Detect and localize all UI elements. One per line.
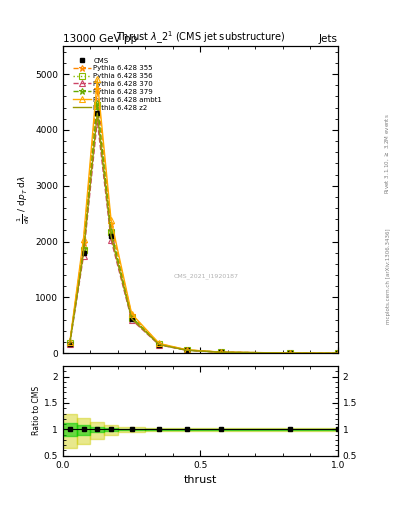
Text: 13000 GeV pp: 13000 GeV pp	[63, 33, 137, 44]
CMS	[81, 250, 86, 256]
Bar	[145, 429, 338, 430]
Pythia 6.428 355	[219, 349, 223, 355]
Pythia 6.428 370	[288, 350, 292, 356]
Pythia 6.428 355	[288, 350, 292, 356]
Title: Thrust $\lambda\_2^1$ (CMS jet substructure): Thrust $\lambda\_2^1$ (CMS jet substruct…	[116, 30, 285, 46]
Pythia 6.428 356	[219, 349, 223, 355]
Pythia 6.428 z2	[288, 350, 292, 356]
Bar	[90, 427, 104, 432]
Pythia 6.428 ambt1	[219, 349, 223, 355]
Pythia 6.428 370	[184, 347, 189, 353]
Pythia 6.428 z2	[108, 233, 114, 239]
Pythia 6.428 379	[184, 347, 189, 353]
CMS	[129, 315, 134, 322]
Text: Rivet 3.1.10, $\geq$ 3.2M events: Rivet 3.1.10, $\geq$ 3.2M events	[384, 113, 391, 194]
CMS	[288, 350, 292, 356]
Legend: CMS, Pythia 6.428 355, Pythia 6.428 356, Pythia 6.428 370, Pythia 6.428 379, Pyt: CMS, Pythia 6.428 355, Pythia 6.428 356,…	[72, 56, 163, 112]
Pythia 6.428 356	[336, 350, 340, 356]
Pythia 6.428 ambt1	[336, 350, 340, 356]
Pythia 6.428 356	[288, 350, 292, 356]
Pythia 6.428 ambt1	[68, 339, 72, 346]
Pythia 6.428 370	[108, 237, 114, 243]
Pythia 6.428 355	[157, 340, 162, 347]
Pythia 6.428 355	[336, 350, 340, 356]
Bar	[77, 425, 90, 435]
Y-axis label: Ratio to CMS: Ratio to CMS	[32, 387, 41, 435]
Pythia 6.428 z2	[184, 347, 189, 353]
Pythia 6.428 356	[108, 229, 114, 236]
Pythia 6.428 356	[157, 342, 162, 348]
Bar	[63, 414, 77, 448]
Pythia 6.428 ambt1	[129, 311, 134, 317]
Pythia 6.428 z2	[219, 349, 223, 355]
Pythia 6.428 379	[68, 340, 72, 347]
Bar	[90, 422, 104, 439]
Pythia 6.428 z2	[129, 315, 134, 322]
Bar	[145, 428, 338, 431]
Pythia 6.428 355	[108, 221, 114, 227]
Pythia 6.428 379	[219, 349, 223, 355]
Line: Pythia 6.428 355: Pythia 6.428 355	[66, 86, 342, 357]
Pythia 6.428 379	[336, 350, 340, 356]
Text: mcplots.cern.ch [arXiv:1306.3436]: mcplots.cern.ch [arXiv:1306.3436]	[386, 229, 391, 324]
Pythia 6.428 370	[95, 117, 100, 123]
CMS	[219, 349, 223, 355]
Pythia 6.428 355	[129, 312, 134, 318]
Pythia 6.428 356	[81, 247, 86, 253]
Pythia 6.428 ambt1	[288, 350, 292, 356]
Pythia 6.428 379	[288, 350, 292, 356]
CMS	[336, 350, 340, 356]
Pythia 6.428 z2	[95, 110, 100, 116]
Pythia 6.428 356	[184, 347, 189, 353]
X-axis label: thrust: thrust	[184, 475, 217, 485]
Pythia 6.428 ambt1	[157, 340, 162, 347]
Pythia 6.428 356	[129, 314, 134, 321]
Pythia 6.428 355	[81, 240, 86, 246]
Pythia 6.428 379	[157, 341, 162, 347]
Bar	[104, 428, 118, 431]
Pythia 6.428 355	[184, 347, 189, 353]
Pythia 6.428 z2	[336, 350, 340, 356]
Pythia 6.428 ambt1	[95, 76, 100, 82]
Bar	[118, 429, 145, 431]
Pythia 6.428 ambt1	[108, 217, 114, 223]
Line: Pythia 6.428 z2: Pythia 6.428 z2	[70, 113, 338, 353]
Text: Jets: Jets	[319, 33, 338, 44]
Pythia 6.428 370	[68, 341, 72, 347]
CMS	[68, 340, 72, 347]
Bar	[118, 426, 145, 433]
Line: Pythia 6.428 370: Pythia 6.428 370	[67, 118, 341, 356]
Line: Pythia 6.428 ambt1: Pythia 6.428 ambt1	[67, 77, 341, 356]
Pythia 6.428 379	[108, 228, 114, 234]
Text: CMS_2021_I1920187: CMS_2021_I1920187	[173, 273, 239, 280]
Bar	[63, 423, 77, 436]
Pythia 6.428 ambt1	[81, 236, 86, 242]
Y-axis label: $\frac{1}{\mathrm{d}N}$ / $\mathrm{d}p_T$ $\mathrm{d}\lambda$: $\frac{1}{\mathrm{d}N}$ / $\mathrm{d}p_T…	[16, 175, 32, 224]
Pythia 6.428 379	[81, 246, 86, 252]
Bar	[104, 425, 118, 435]
CMS	[95, 110, 100, 116]
CMS	[157, 342, 162, 348]
Pythia 6.428 355	[68, 340, 72, 346]
Line: Pythia 6.428 356: Pythia 6.428 356	[67, 103, 341, 356]
Pythia 6.428 355	[95, 86, 100, 92]
Line: CMS: CMS	[67, 111, 340, 356]
Pythia 6.428 379	[129, 314, 134, 321]
Pythia 6.428 z2	[68, 340, 72, 347]
Pythia 6.428 z2	[81, 250, 86, 256]
CMS	[108, 233, 114, 239]
Pythia 6.428 370	[129, 316, 134, 323]
Pythia 6.428 370	[336, 350, 340, 356]
Bar	[77, 418, 90, 444]
Pythia 6.428 z2	[157, 342, 162, 348]
CMS	[184, 347, 189, 353]
Pythia 6.428 356	[68, 340, 72, 347]
Pythia 6.428 370	[81, 253, 86, 259]
Line: Pythia 6.428 379: Pythia 6.428 379	[66, 100, 342, 357]
Pythia 6.428 370	[157, 342, 162, 348]
Pythia 6.428 ambt1	[184, 347, 189, 353]
Pythia 6.428 370	[219, 349, 223, 355]
Pythia 6.428 379	[95, 100, 100, 106]
Pythia 6.428 356	[95, 103, 100, 109]
